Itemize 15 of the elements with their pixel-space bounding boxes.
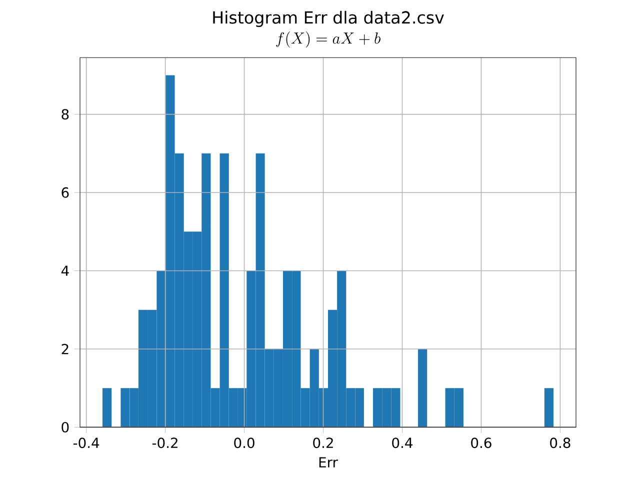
chart-subtitle: $f(X) = aX + b$ [276, 32, 380, 48]
x-tick-label: 0.0 [234, 438, 254, 448]
x-tick-label: 0.4 [392, 438, 412, 448]
x-tick-label: 0.2 [313, 438, 333, 448]
x-tick-label: 0.6 [471, 438, 492, 448]
y-tick-label: 2 [62, 344, 68, 354]
y-tick-label: 6 [62, 187, 69, 198]
chart-title: Histogram Err dla data2.csv [213, 10, 444, 28]
x-tick-label: -0.4 [73, 438, 100, 448]
y-tick-label: 0 [62, 422, 69, 432]
y-tick-label: 8 [62, 109, 69, 120]
y-tick-label: 4 [61, 266, 69, 276]
x-axis-title: Err [319, 457, 338, 468]
x-tick-label: -0.2 [152, 438, 178, 448]
x-tick-label: 0.8 [550, 438, 570, 448]
